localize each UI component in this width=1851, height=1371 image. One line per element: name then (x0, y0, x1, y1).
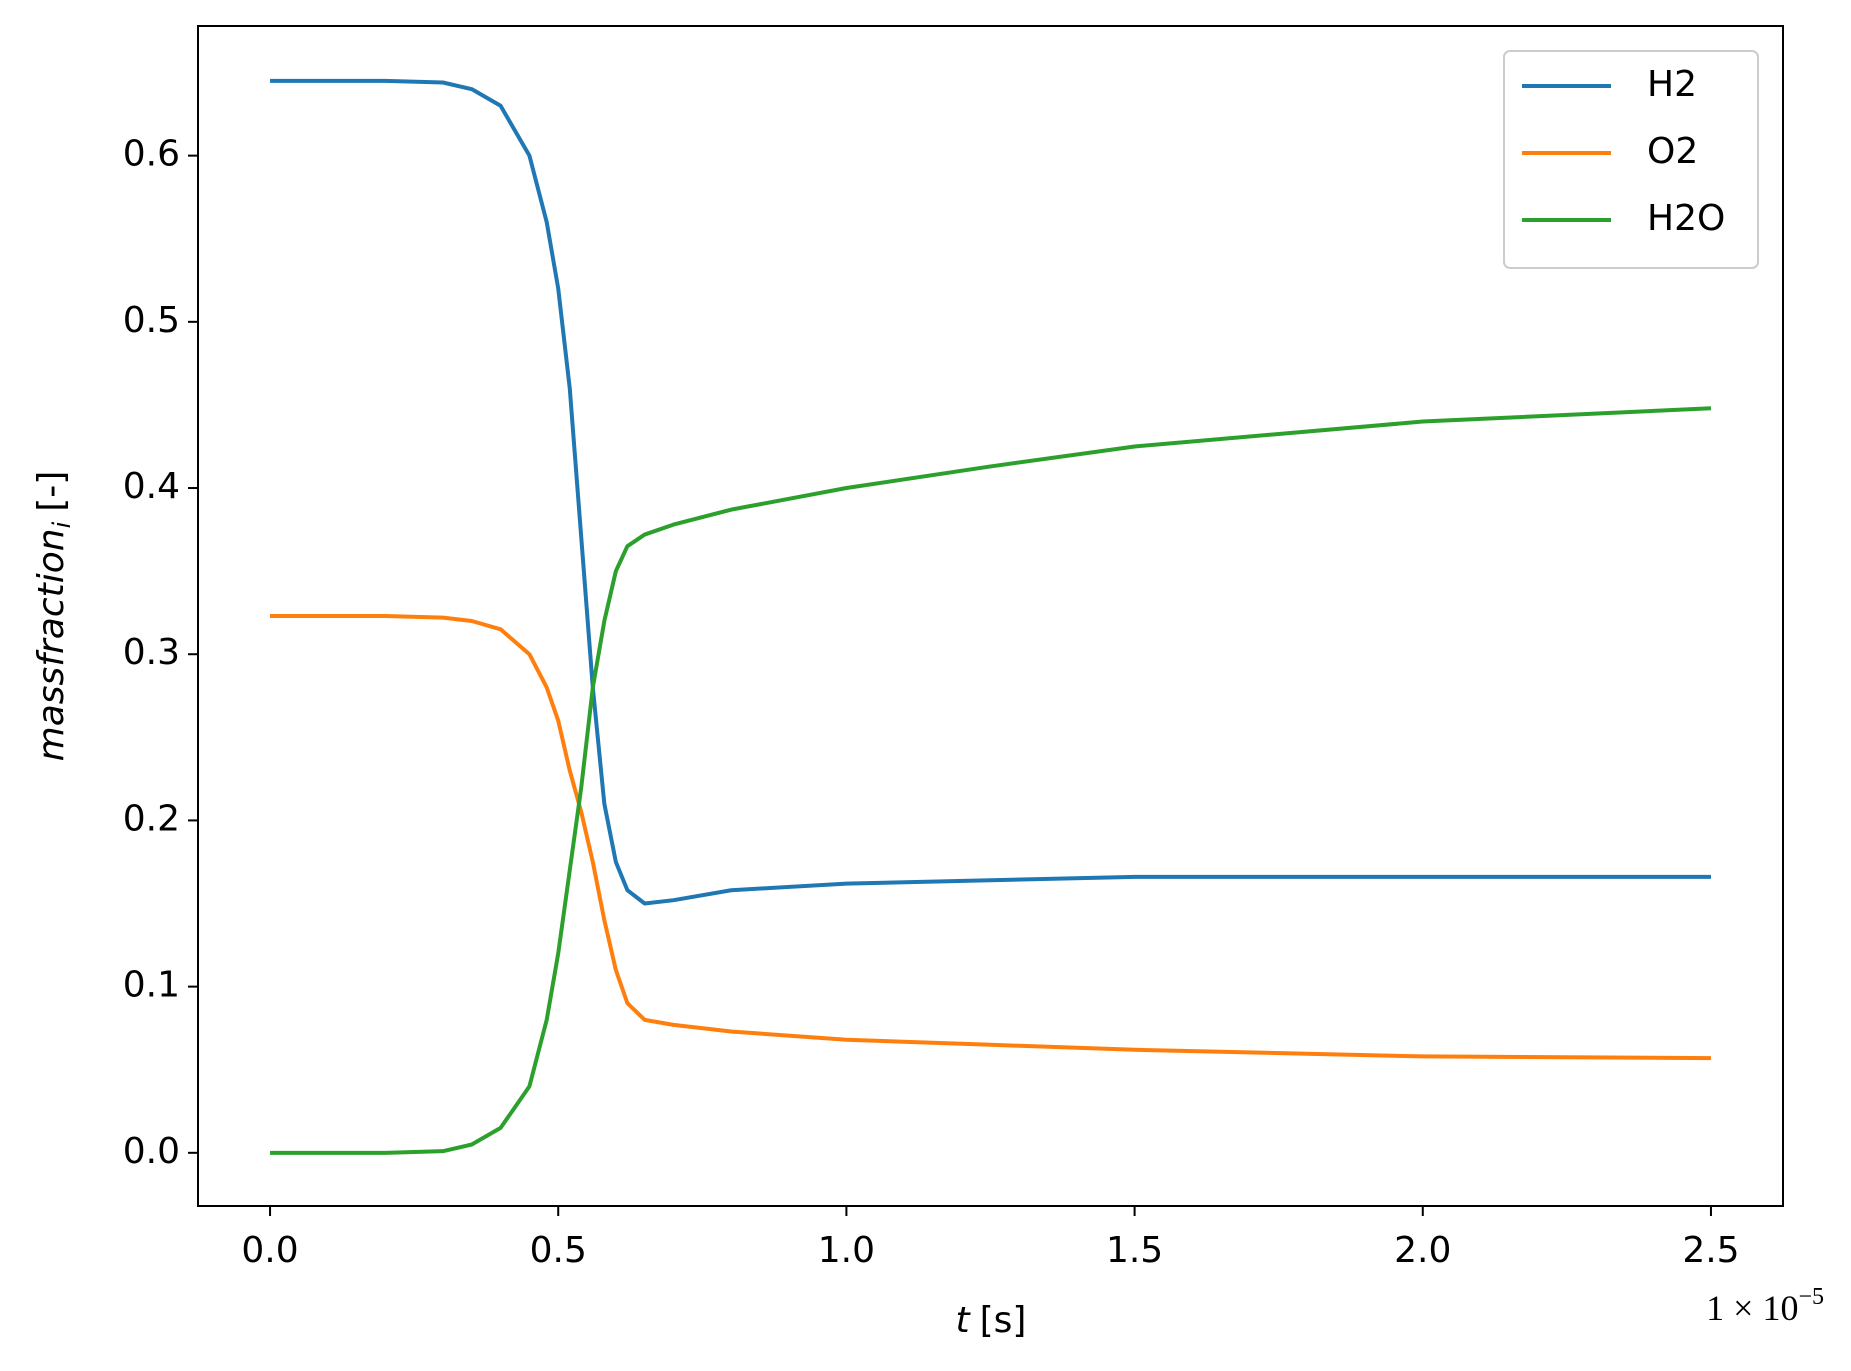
series-line (270, 406, 1712, 1155)
y-tick-label: 0.5 (123, 300, 180, 341)
y-label-unit: [-] (31, 471, 72, 512)
legend-label: H2 (1647, 64, 1697, 105)
series-line (270, 78, 1711, 906)
x-tick-label: 1.5 (1106, 1230, 1163, 1271)
y-tick-label: 0.0 (123, 1131, 180, 1172)
x-tick-label: 2.0 (1394, 1230, 1451, 1271)
y-tick-label: 0.4 (123, 466, 180, 507)
x-tick-label: 0.0 (241, 1230, 298, 1271)
x-offset: 1 × 10−5 (1706, 1284, 1824, 1329)
x-offset-exponent: −5 (1798, 1284, 1824, 1310)
y-label-var: massfraction (31, 528, 72, 761)
y-tick-label: 0.3 (123, 632, 180, 673)
x-tick-label: 1.0 (818, 1230, 875, 1271)
legend-box (1503, 50, 1759, 269)
y-tick-label: 0.2 (123, 798, 180, 839)
legend-label: O2 (1647, 131, 1698, 172)
y-axis-label: massfractioni [-] (31, 471, 76, 762)
x-offset-base: 1 × 10 (1706, 1288, 1798, 1328)
y-label-sub: i (48, 521, 76, 528)
x-label-unit: [s] (980, 1300, 1027, 1341)
plot-frame (197, 25, 1784, 1207)
x-tick-label: 2.5 (1682, 1230, 1739, 1271)
y-tick-label: 0.1 (123, 965, 180, 1006)
x-tick-label: 0.5 (530, 1230, 587, 1271)
series-line (270, 614, 1711, 1061)
x-label-var: t (956, 1300, 972, 1341)
x-axis-label: t [s] (956, 1300, 1027, 1341)
y-tick-label: 0.6 (123, 134, 180, 175)
legend-label: H2O (1647, 198, 1725, 239)
